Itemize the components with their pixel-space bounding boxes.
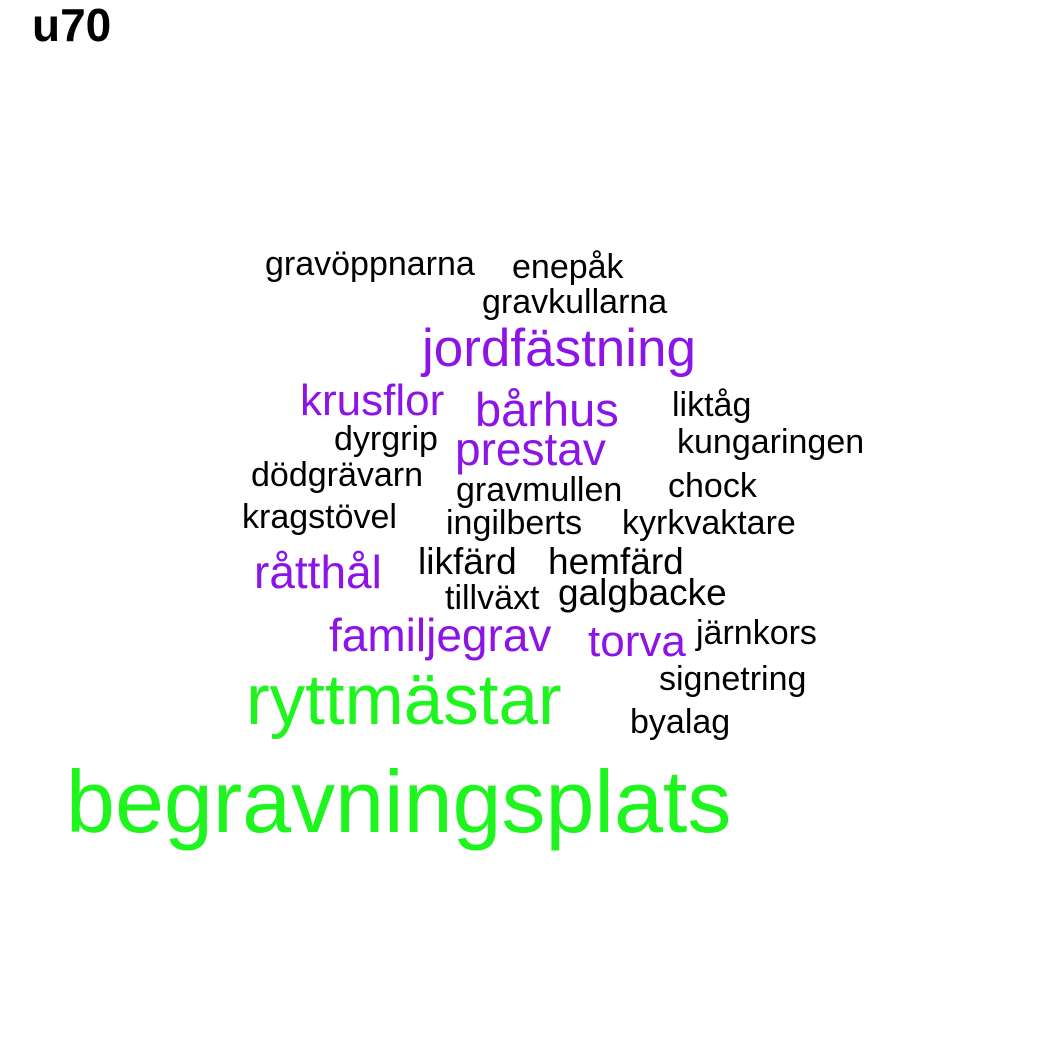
word-jordfastning: jordfästning	[422, 319, 697, 378]
word-kungaringen: kungaringen	[677, 423, 865, 461]
word-krusflor: krusflor	[300, 376, 445, 425]
chart-title: u70	[32, 0, 112, 51]
word-begravningsplats: begravningsplats	[66, 752, 732, 851]
word-likfard: likfärd	[418, 541, 517, 582]
word-ryttmastar: ryttmästar	[246, 661, 562, 740]
word-barhus: bårhus	[475, 383, 619, 436]
word-hemfard: hemfärd	[548, 541, 684, 582]
word-dodgravarn: dödgrävarn	[251, 456, 424, 494]
word-byalag: byalag	[630, 703, 731, 741]
word-tillvaxt: tillväxt	[445, 579, 540, 617]
word-dyrgrip: dyrgrip	[334, 420, 438, 458]
word-prestav: prestav	[455, 423, 606, 475]
word-ratthal: råtthål	[254, 546, 382, 598]
word-kyrkvaktare: kyrkvaktare	[622, 504, 796, 542]
word-signetring: signetring	[659, 660, 807, 698]
word-gravoppnarna: gravöppnarna	[265, 245, 475, 283]
word-galgbacke: galgbacke	[558, 572, 727, 613]
word-ingilberts: ingilberts	[446, 504, 583, 542]
word-gravmullen: gravmullen	[456, 471, 623, 509]
word-liktag: liktåg	[672, 386, 752, 424]
word-jarnkors: järnkors	[696, 614, 817, 652]
word-chock: chock	[668, 467, 757, 505]
word-torva: torva	[588, 617, 686, 666]
word-kragstovel: kragstövel	[242, 498, 397, 536]
word-familjegrav: familjegrav	[329, 609, 552, 661]
word-enepak: enepåk	[512, 248, 624, 286]
word-gravkullarna: gravkullarna	[482, 283, 668, 321]
